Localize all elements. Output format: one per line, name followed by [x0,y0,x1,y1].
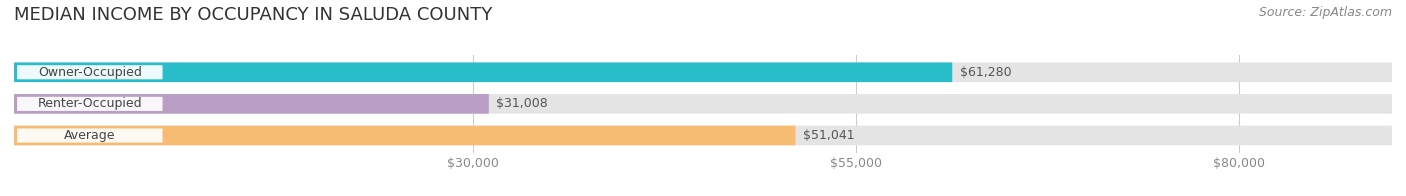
FancyBboxPatch shape [17,128,163,142]
Text: MEDIAN INCOME BY OCCUPANCY IN SALUDA COUNTY: MEDIAN INCOME BY OCCUPANCY IN SALUDA COU… [14,6,492,24]
FancyBboxPatch shape [14,94,489,114]
Text: Source: ZipAtlas.com: Source: ZipAtlas.com [1258,6,1392,19]
FancyBboxPatch shape [14,63,1392,82]
Text: $61,280: $61,280 [960,66,1011,79]
FancyBboxPatch shape [17,65,163,79]
FancyBboxPatch shape [17,97,163,111]
Text: Average: Average [65,129,115,142]
FancyBboxPatch shape [14,126,796,145]
FancyBboxPatch shape [14,94,1392,114]
FancyBboxPatch shape [14,63,952,82]
FancyBboxPatch shape [14,126,1392,145]
Text: $31,008: $31,008 [496,97,548,110]
Text: $51,041: $51,041 [803,129,855,142]
Text: Renter-Occupied: Renter-Occupied [38,97,142,110]
Text: Owner-Occupied: Owner-Occupied [38,66,142,79]
